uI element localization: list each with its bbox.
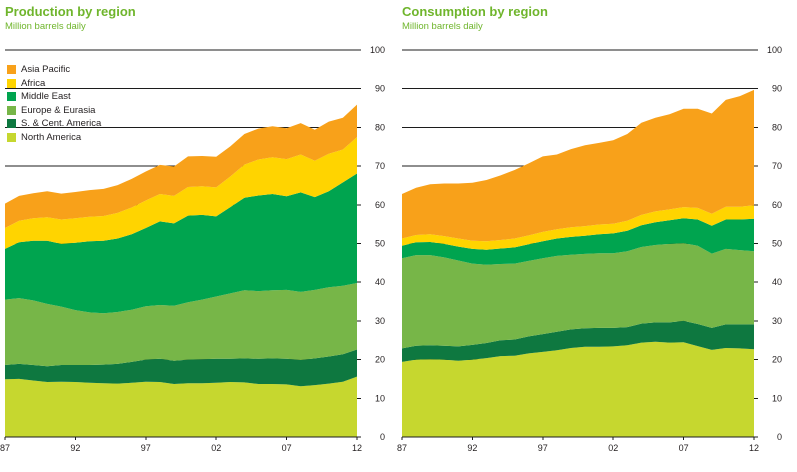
legend-item-africa: Africa bbox=[7, 77, 101, 90]
y-tick-label: 90 bbox=[772, 84, 782, 94]
y-tick-label: 90 bbox=[375, 84, 385, 94]
y-tick-label: 10 bbox=[375, 393, 385, 403]
y-tick-label: 70 bbox=[375, 161, 385, 171]
legend-swatch-middle-east bbox=[7, 92, 16, 101]
legend-swatch-north-america bbox=[7, 132, 16, 142]
y-tick-label: 50 bbox=[772, 239, 782, 249]
y-tick-label: 60 bbox=[772, 200, 782, 210]
y-tick-label: 20 bbox=[772, 355, 782, 365]
y-tick-label: 80 bbox=[375, 122, 385, 132]
area-middle-east bbox=[402, 218, 754, 265]
area-s-cent-america bbox=[402, 320, 754, 362]
legend: Asia Pacific Africa Middle East Europe &… bbox=[7, 63, 101, 144]
y-tick-label: 20 bbox=[375, 355, 385, 365]
x-tick-label: 97 bbox=[141, 443, 151, 453]
production-chart-section: Production by region Million barrels dai… bbox=[0, 0, 397, 472]
x-tick-label: 92 bbox=[467, 443, 477, 453]
area-north-america bbox=[5, 376, 357, 437]
x-tick-label: 02 bbox=[211, 443, 221, 453]
area-middle-east bbox=[5, 173, 357, 314]
area-africa bbox=[5, 137, 357, 249]
x-tick-label: 12 bbox=[749, 443, 759, 453]
legend-swatch-asia-pacific bbox=[7, 65, 16, 74]
y-tick-label: 60 bbox=[375, 200, 385, 210]
x-tick-label: 12 bbox=[352, 443, 362, 453]
legend-item-asia-pacific: Asia Pacific bbox=[7, 63, 101, 76]
x-tick-label: 07 bbox=[282, 443, 292, 453]
x-tick-label: 87 bbox=[397, 443, 407, 453]
legend-label-africa: Africa bbox=[21, 77, 46, 89]
consumption-area-chart: 0 10 20 30 40 50 60 70 80 90 100 87 92 97 02 07 12 bbox=[397, 45, 782, 453]
y-tick-label: 100 bbox=[767, 45, 782, 55]
consumption-chart-subtitle: Million barrels daily bbox=[402, 21, 483, 32]
legend-label-north-america: North America bbox=[21, 131, 82, 143]
y-tick-label: 40 bbox=[772, 277, 782, 287]
legend-item-north-america: North America bbox=[7, 131, 101, 144]
x-tick-label: 87 bbox=[0, 443, 10, 453]
area-africa bbox=[402, 205, 754, 250]
y-tick-label: 80 bbox=[772, 122, 782, 132]
y-tick-label: 10 bbox=[772, 393, 782, 403]
x-tick-label: 07 bbox=[679, 443, 689, 453]
legend-item-europe-eurasia: Europe & Eurasia bbox=[7, 104, 101, 117]
area-europe-eurasia bbox=[5, 283, 357, 367]
x-tick-label: 02 bbox=[608, 443, 618, 453]
legend-item-s-cent-america: S. & Cent. America bbox=[7, 117, 101, 130]
production-chart-title: Production by region bbox=[5, 4, 136, 19]
legend-label-europe-eurasia: Europe & Eurasia bbox=[21, 104, 96, 116]
legend-item-middle-east: Middle East bbox=[7, 90, 101, 103]
area-europe-eurasia bbox=[402, 243, 754, 349]
y-tick-label: 0 bbox=[380, 432, 385, 442]
y-tick-label: 70 bbox=[772, 161, 782, 171]
area-north-america bbox=[402, 341, 754, 437]
y-tick-label: 50 bbox=[375, 239, 385, 249]
y-tick-label: 0 bbox=[777, 432, 782, 442]
legend-swatch-africa bbox=[7, 78, 16, 88]
consumption-chart-title: Consumption by region bbox=[402, 4, 548, 19]
y-tick-label: 40 bbox=[375, 277, 385, 287]
y-tick-label: 30 bbox=[375, 316, 385, 326]
production-chart-subtitle: Million barrels daily bbox=[5, 21, 86, 32]
x-tick-label: 92 bbox=[70, 443, 80, 453]
legend-label-s-cent-america: S. & Cent. America bbox=[21, 118, 102, 129]
y-tick-label: 30 bbox=[772, 316, 782, 326]
legend-label-asia-pacific: Asia Pacific bbox=[21, 64, 71, 75]
legend-swatch-europe-eurasia bbox=[7, 105, 16, 115]
x-tick-label: 97 bbox=[538, 443, 548, 453]
area-asia-pacific bbox=[402, 89, 754, 242]
area-asia-pacific bbox=[5, 104, 357, 228]
legend-label-middle-east: Middle East bbox=[21, 91, 71, 102]
y-tick-label: 100 bbox=[370, 45, 385, 55]
legend-swatch-s-cent-america bbox=[7, 119, 16, 128]
area-s-cent-america bbox=[5, 349, 357, 387]
consumption-chart-section: Consumption by region Million barrels da… bbox=[397, 0, 794, 472]
production-area-chart: 0 10 20 30 40 50 60 70 80 90 100 87 92 97 02 07 12 bbox=[0, 45, 385, 453]
